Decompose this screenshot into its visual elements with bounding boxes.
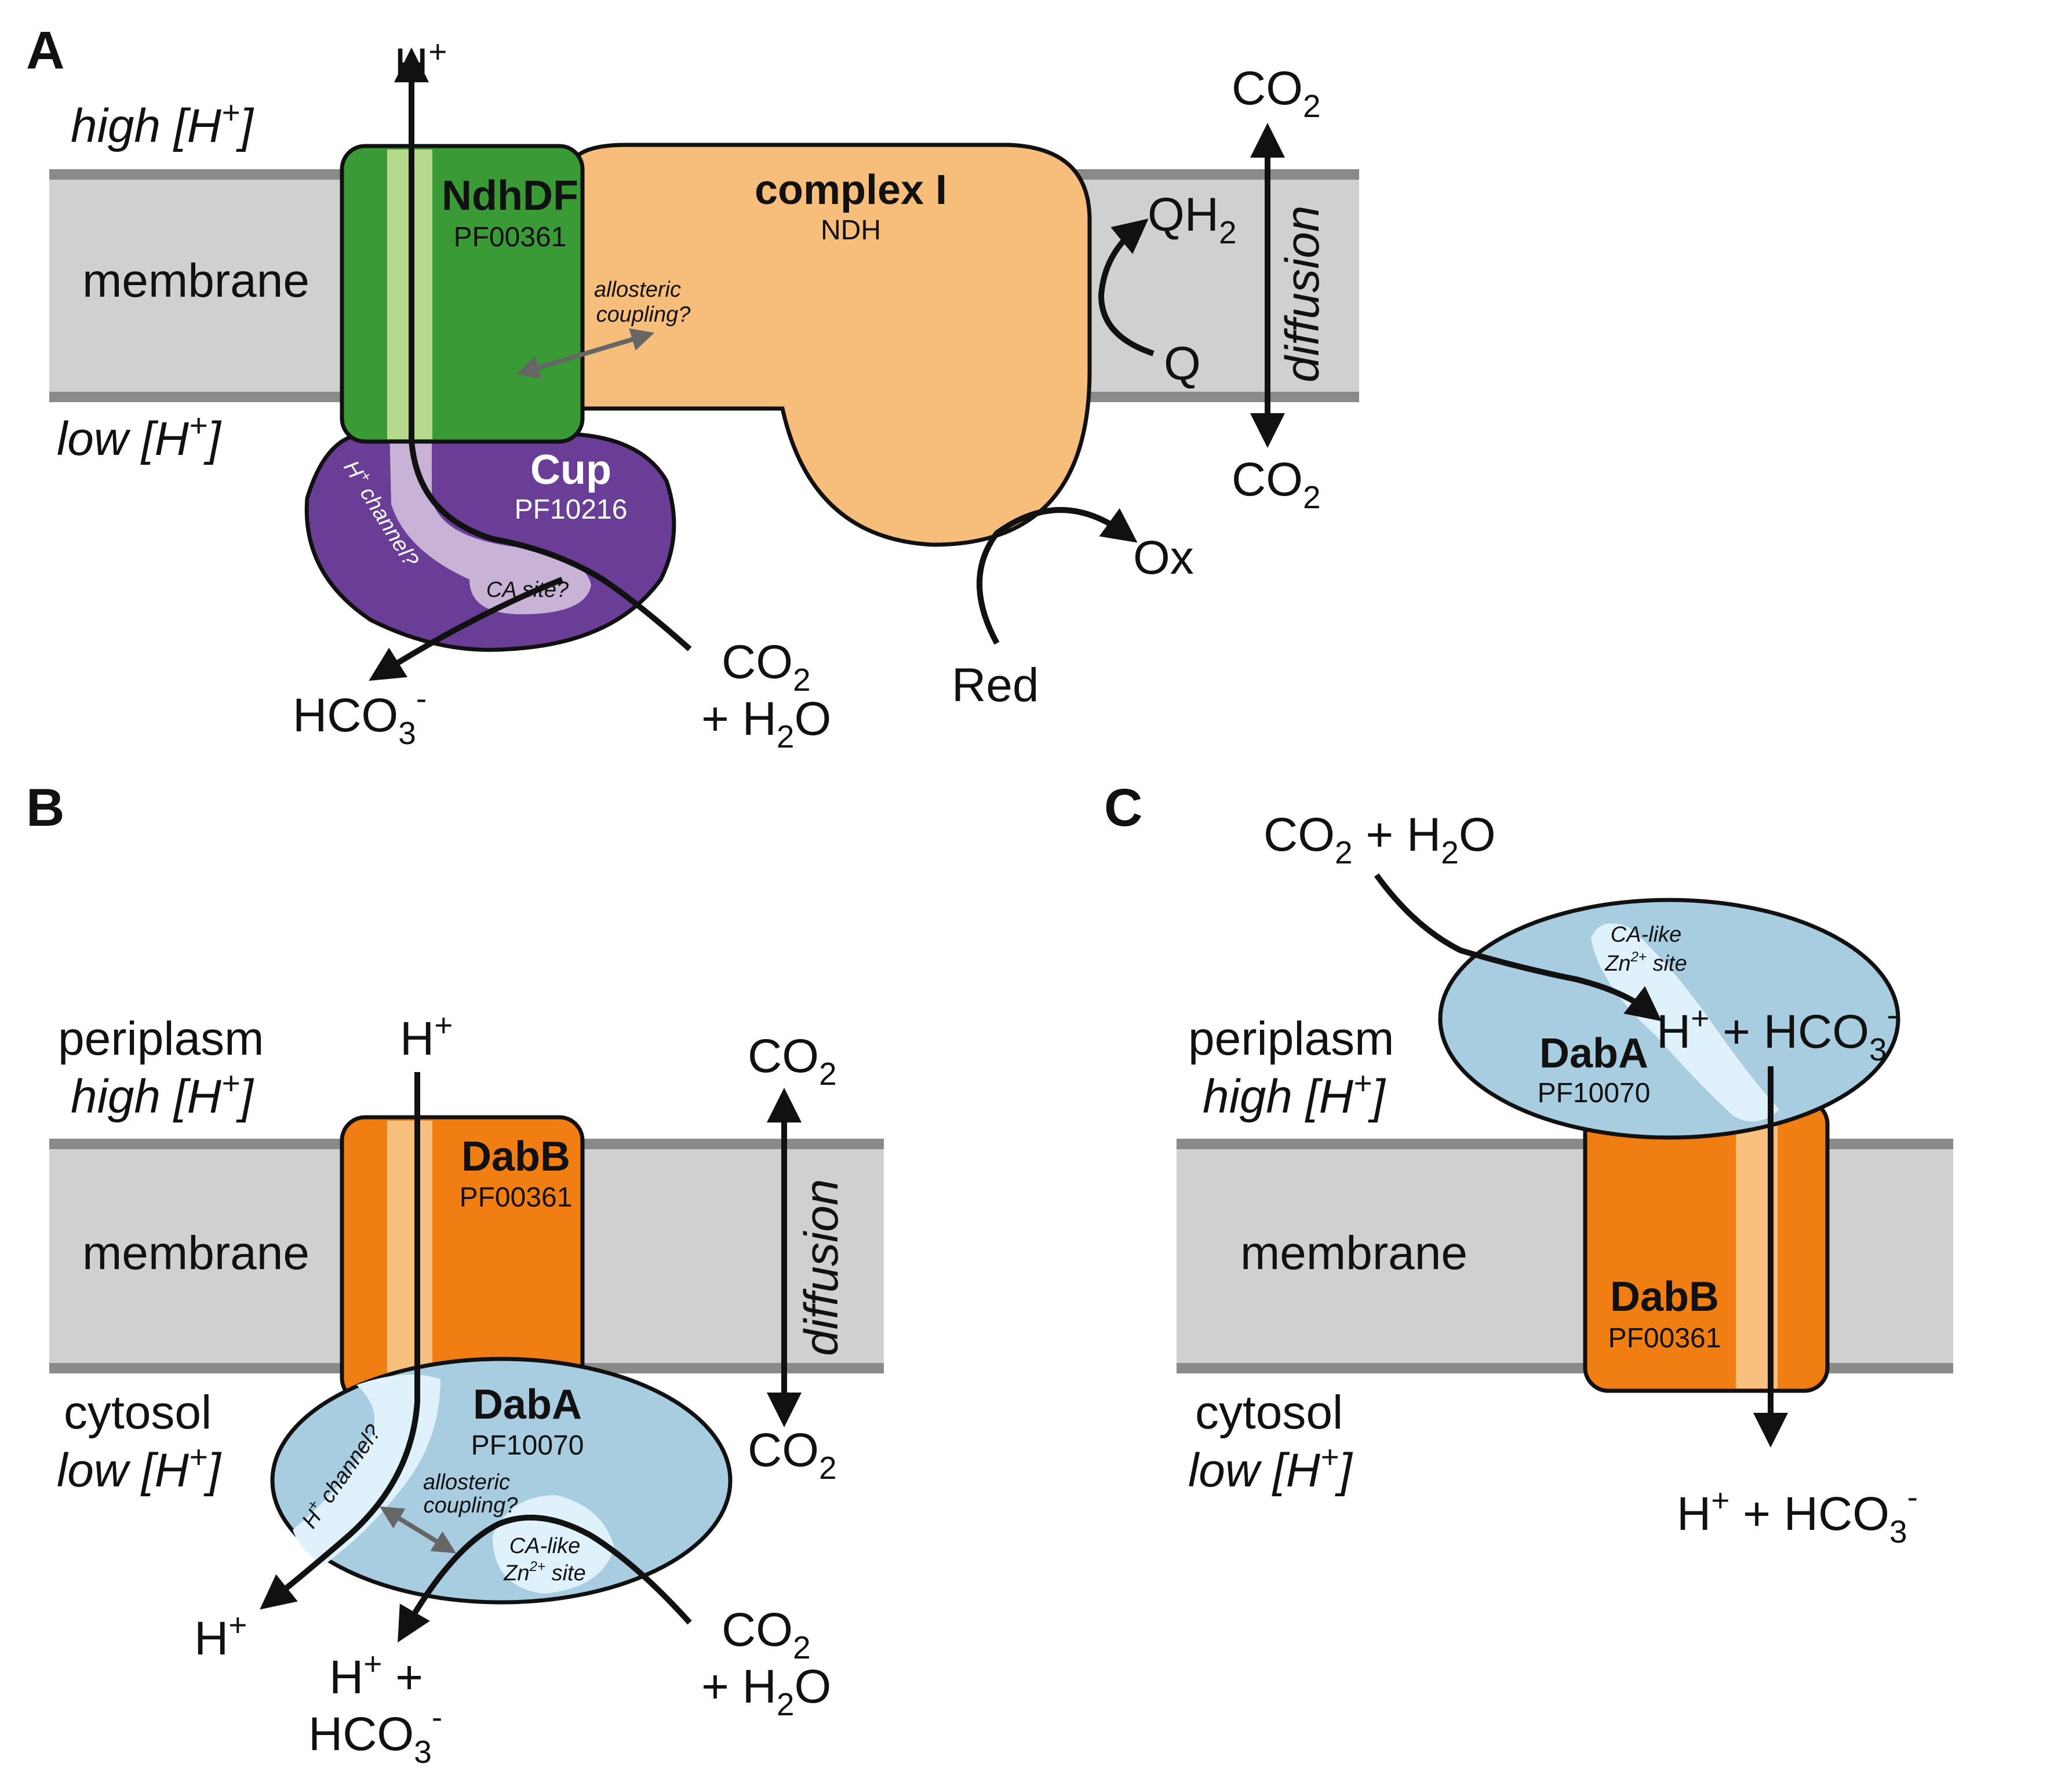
- daba-channel-c: [1591, 923, 1779, 1122]
- cup-pfam: PF10216: [515, 494, 628, 525]
- ca-like-label-c: CA-like: [1611, 923, 1681, 947]
- daba-pfam-b: PF10070: [471, 1430, 584, 1461]
- dabb-name-c: DabB: [1610, 1274, 1719, 1320]
- zn-site-label-c: Zn2+ site: [1604, 949, 1687, 976]
- co2-react-b: CO2: [722, 1603, 811, 1665]
- daba-channel-b: [293, 1375, 440, 1565]
- panel-b: B periplasm high [H+] membrane cytosol l…: [26, 778, 884, 1770]
- proton-path-b: [260, 1072, 420, 1610]
- panel-b-membrane-label: membrane: [82, 1227, 309, 1280]
- diffusion-label-a: diffusion: [1276, 206, 1329, 382]
- hydration-path-b: [398, 1514, 692, 1643]
- products-bottom-c: H+ + HCO3-: [1677, 1479, 1918, 1550]
- hco3-path-a: [369, 577, 563, 681]
- co2-top-a: CO2: [1232, 62, 1321, 124]
- zn-site-label-b: Zn2+ site: [503, 1559, 585, 1586]
- dabb-name-b: DabB: [461, 1133, 570, 1180]
- panel-a-letter: A: [26, 21, 64, 80]
- ndhdf-pfam: PF00361: [454, 222, 567, 253]
- complex-i-sub: NDH: [821, 215, 881, 246]
- allosteric-label-a2: coupling?: [596, 302, 691, 327]
- h-plus-product-b: H+ +: [329, 1646, 423, 1704]
- cup-channel: [389, 429, 591, 614]
- daba-pfam-c: PF10070: [1538, 1078, 1651, 1109]
- cup-name: Cup: [530, 447, 611, 493]
- h2o-react-b: + H2O: [701, 1660, 831, 1722]
- panel-b-cytosol: cytosol: [64, 1386, 212, 1439]
- panel-c-membrane-bottom-edge: [1177, 1363, 1953, 1373]
- panel-c-low-h: low [H+]: [1188, 1439, 1353, 1497]
- panel-c-cytosol: cytosol: [1195, 1386, 1343, 1439]
- diffusion-label-b: diffusion: [795, 1179, 848, 1356]
- allosteric-label-b2: coupling?: [424, 1493, 519, 1518]
- allosteric-label-a1: allosteric: [594, 278, 681, 302]
- q-arrow: [1098, 218, 1155, 356]
- allosteric-label-b1: allosteric: [423, 1470, 510, 1495]
- co2-top-b: CO2: [748, 1030, 837, 1092]
- panel-a-low-h-label: low [H+]: [57, 407, 222, 465]
- panel-c-membrane-label: membrane: [1240, 1227, 1467, 1280]
- panel-c: C periplasm high [H+] membrane cytosol l…: [1104, 778, 1953, 1550]
- proton-path-a: [394, 48, 692, 651]
- h-top-a: H+: [394, 34, 447, 92]
- reactant-arrow-c: [1374, 873, 1662, 1022]
- co2-bottom-b: CO2: [748, 1424, 837, 1486]
- h-bottom-b: H+: [194, 1607, 247, 1665]
- complex-i-shape: [571, 143, 1092, 547]
- h-top-b: H+: [400, 1007, 453, 1065]
- dabb-pfam-b: PF00361: [460, 1182, 573, 1213]
- daba-name-c: DabA: [1539, 1030, 1648, 1077]
- ca-like-label-b: CA-like: [509, 1534, 580, 1558]
- panel-b-periplasm: periplasm: [58, 1012, 264, 1065]
- hco3-product-b: HCO3-: [308, 1699, 442, 1770]
- co2-react-a: CO2: [722, 636, 811, 698]
- h2o-react-a: + H2O: [701, 692, 831, 755]
- red-label: Red: [952, 659, 1039, 712]
- q-label: Q: [1164, 337, 1201, 390]
- panel-a-membrane-label: membrane: [82, 254, 309, 307]
- products-in-daba-c: H+ + HCO3-: [1656, 997, 1898, 1067]
- dabb-pfam-c: PF00361: [1608, 1323, 1721, 1354]
- panel-c-periplasm: periplasm: [1188, 1012, 1394, 1065]
- panel-c-high-h: high [H+]: [1203, 1065, 1386, 1123]
- panel-b-high-h: high [H+]: [71, 1065, 254, 1123]
- allosteric-arrow-a: [516, 328, 655, 379]
- panel-c-membrane-top-edge: [1177, 1139, 1953, 1149]
- panel-a: A high [H+] membrane low [H+] complex I …: [26, 21, 1359, 755]
- ndhdf-name: NdhDF: [442, 173, 578, 219]
- qh2-label: QH2: [1148, 188, 1237, 250]
- panel-b-letter: B: [26, 778, 64, 837]
- dabb-channel-b: [387, 1121, 432, 1399]
- ox-label: Ox: [1133, 531, 1194, 584]
- panel-c-letter: C: [1104, 778, 1142, 837]
- hco3-a: HCO3-: [293, 680, 427, 751]
- red-ox-arrow: [977, 507, 1138, 645]
- complex-i-name: complex I: [755, 167, 947, 213]
- panel-a-high-h-label: high [H+]: [71, 94, 254, 152]
- allosteric-arrow-b: [379, 1506, 457, 1554]
- panel-b-low-h: low [H+]: [57, 1439, 222, 1497]
- daba-name-b: DabA: [473, 1382, 582, 1428]
- co2-bottom-a: CO2: [1232, 453, 1321, 515]
- reactants-c: CO2 + H2O: [1263, 808, 1496, 870]
